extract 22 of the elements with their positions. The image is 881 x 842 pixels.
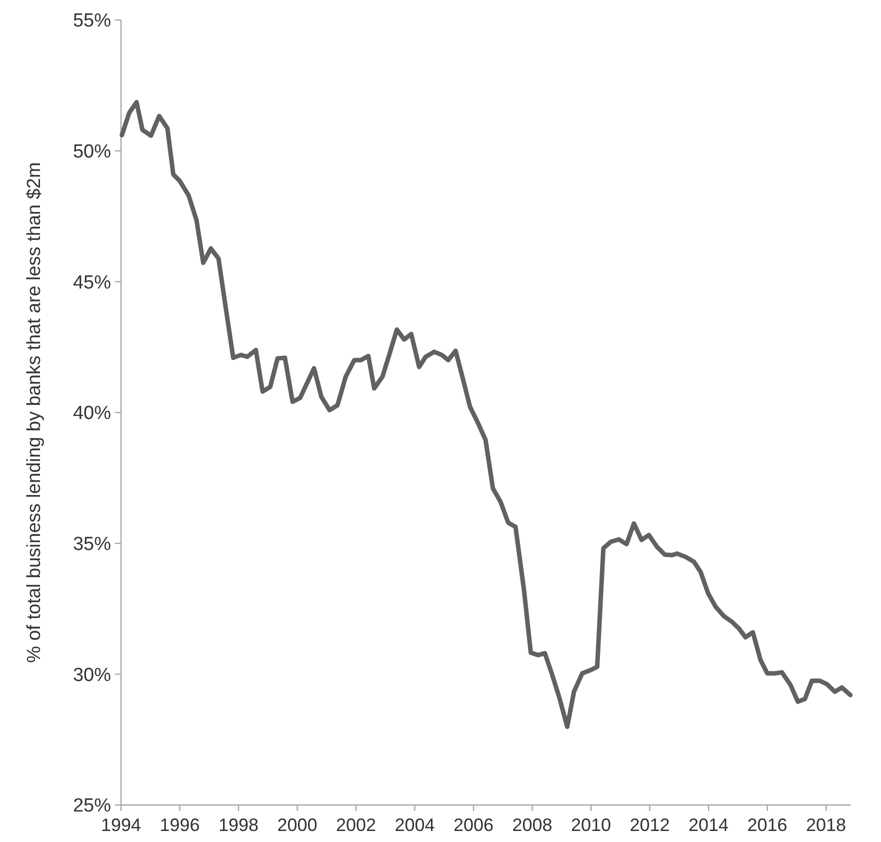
x-tick-label: 2004 <box>394 815 435 835</box>
x-tick-label: 2000 <box>277 815 318 835</box>
x-tick-label: 1998 <box>218 815 259 835</box>
y-tick-label: 35% <box>72 534 112 555</box>
y-axis-title: % of total business lending by banks that are less than $2m <box>24 162 45 663</box>
y-tick-label: 30% <box>72 664 112 686</box>
x-tick-label: 1996 <box>160 815 200 835</box>
x-tick-label: 1994 <box>100 815 142 835</box>
y-tick-label: 40% <box>72 403 112 424</box>
line-series <box>120 100 853 730</box>
x-tick-label: 2006 <box>453 815 494 835</box>
x-tick-label: 2010 <box>570 815 612 835</box>
y-tick-label: 45% <box>72 272 112 294</box>
y-tick-label: 55% <box>72 10 112 32</box>
x-tick-label: 2016 <box>747 815 788 835</box>
x-tick-label: 2018 <box>806 815 846 835</box>
x-tick-label: 2008 <box>512 815 552 835</box>
x-tick-label: 2012 <box>630 815 670 835</box>
y-tick-label: 25% <box>72 796 112 817</box>
x-tick-label: 2002 <box>336 815 376 835</box>
y-tick-label: 50% <box>72 141 112 162</box>
x-tick-label: 2014 <box>688 815 729 835</box>
